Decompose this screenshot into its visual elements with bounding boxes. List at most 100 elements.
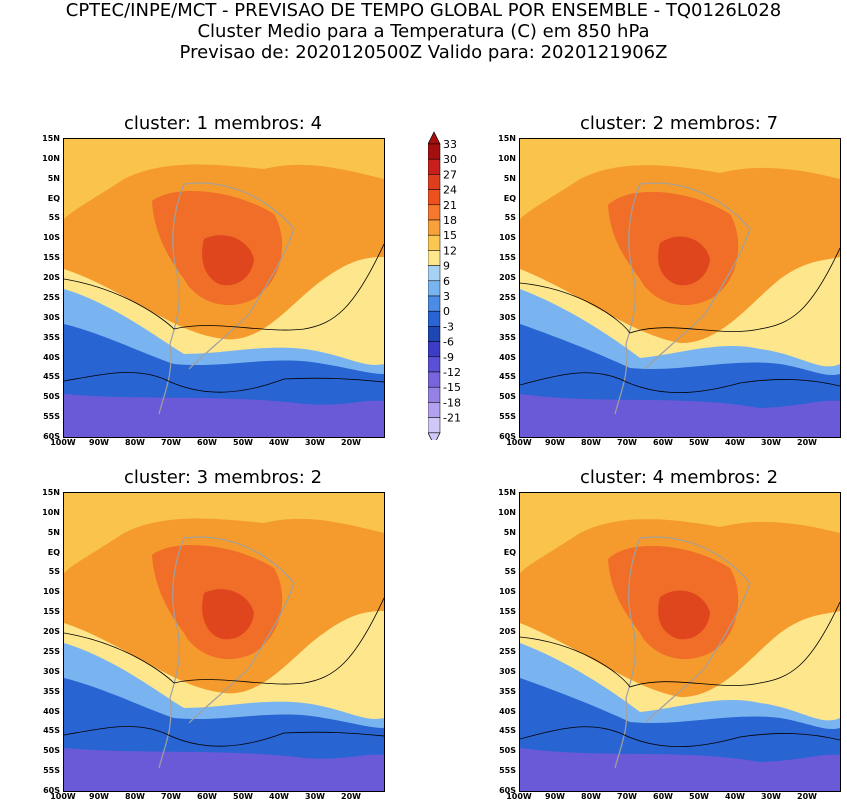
lon-tick-label: 60W bbox=[653, 792, 673, 801]
lat-tick-label: EQ bbox=[503, 193, 516, 203]
map-graphic bbox=[520, 139, 840, 437]
continent-outline bbox=[614, 183, 641, 415]
lat-tick-label: EQ bbox=[503, 547, 516, 557]
band-below-0 bbox=[520, 748, 840, 791]
colorbar-swatch bbox=[427, 219, 441, 236]
lat-tick-label: 5N bbox=[503, 527, 516, 537]
contour-0 bbox=[64, 726, 384, 747]
lat-tick-label: 20S bbox=[43, 273, 60, 283]
lat-tick-label: 25S bbox=[43, 646, 60, 656]
colorbar-swatch bbox=[427, 158, 441, 175]
band-below-0 bbox=[64, 748, 384, 791]
colorbar-label: 12 bbox=[443, 244, 457, 257]
lat-tick-label: 5S bbox=[48, 213, 60, 223]
colorbar-label: -9 bbox=[443, 351, 454, 364]
band-below-0 bbox=[64, 394, 384, 437]
lat-tick-label: 60S bbox=[43, 786, 60, 795]
lat-tick-label: 5N bbox=[47, 173, 60, 183]
lat-tick-label: 10N bbox=[498, 153, 516, 163]
lon-tick-label: 50W bbox=[689, 792, 709, 801]
colorbar-swatch bbox=[427, 386, 441, 403]
lon-tick-label: 90W bbox=[89, 438, 109, 447]
lat-tick-label: EQ bbox=[47, 547, 60, 557]
temperature-map bbox=[63, 138, 385, 438]
lat-tick-label: EQ bbox=[47, 193, 60, 203]
lat-tick-label: 55S bbox=[499, 766, 516, 776]
lat-tick-label: 15N bbox=[42, 134, 60, 143]
band-21-24 bbox=[202, 589, 254, 640]
chart-subtitle: Cluster Medio para a Temperatura (C) em … bbox=[197, 21, 650, 42]
temperature-map bbox=[63, 492, 385, 792]
lon-tick-label: 100W bbox=[506, 438, 532, 447]
band-12-15-north bbox=[64, 139, 384, 219]
colorbar-swatch bbox=[427, 326, 441, 342]
lat-tick-label: 60S bbox=[43, 432, 60, 441]
lon-tick-label: 100W bbox=[50, 438, 76, 447]
lon-tick-label: 80W bbox=[125, 792, 145, 801]
contour-12 bbox=[64, 597, 384, 685]
colorbar-bottom-arrow bbox=[427, 432, 441, 446]
colorbar-label: 3 bbox=[443, 290, 450, 303]
lat-tick-label: 60S bbox=[499, 432, 516, 441]
lon-tick-label: 40W bbox=[269, 792, 289, 801]
lat-tick-label: 30S bbox=[499, 312, 516, 322]
band-12-15-north bbox=[520, 493, 840, 573]
lat-tick-label: 55S bbox=[499, 412, 516, 422]
colorbar-label: 18 bbox=[443, 214, 457, 227]
lon-tick-label: 50W bbox=[233, 438, 253, 447]
lon-tick-label: 20W bbox=[797, 792, 817, 801]
contour-12 bbox=[520, 601, 840, 688]
lat-tick-label: 20S bbox=[43, 627, 60, 637]
colorbar-label: -6 bbox=[443, 336, 454, 349]
lat-tick-label: 10S bbox=[499, 233, 516, 243]
lat-tick-label: 15S bbox=[499, 607, 516, 617]
colorbar-label: 0 bbox=[443, 305, 450, 318]
colorbar-swatch bbox=[427, 265, 441, 282]
colorbar-swatch bbox=[427, 143, 441, 160]
colorbar-swatch bbox=[427, 417, 441, 434]
lon-tick-label: 30W bbox=[761, 438, 781, 447]
colorbar-label: -3 bbox=[443, 320, 454, 333]
band-21-24 bbox=[658, 236, 710, 286]
colorbar-label: 15 bbox=[443, 229, 457, 242]
lat-tick-label: 50S bbox=[43, 746, 60, 756]
lat-tick-label: 45S bbox=[499, 372, 516, 382]
contour-0 bbox=[520, 372, 840, 394]
colorbar-label: -18 bbox=[443, 396, 461, 409]
lon-tick-label: 30W bbox=[305, 438, 325, 447]
lat-tick-label: 15N bbox=[42, 488, 60, 497]
colorbar-swatch bbox=[427, 310, 441, 327]
lat-tick-label: 10N bbox=[498, 507, 516, 517]
lat-tick-label: 10S bbox=[43, 587, 60, 597]
lat-tick-label: 30S bbox=[43, 312, 60, 322]
panel-title: cluster: 2 membros: 7 bbox=[579, 113, 779, 134]
lon-tick-label: 70W bbox=[617, 438, 637, 447]
lat-tick-label: 15N bbox=[498, 134, 516, 143]
lon-tick-label: 80W bbox=[125, 438, 145, 447]
colorbar-swatch bbox=[427, 189, 441, 206]
band-21-24 bbox=[658, 590, 710, 640]
lon-tick-label: 50W bbox=[233, 792, 253, 801]
colorbar-swatch bbox=[427, 280, 441, 297]
lat-tick-label: 10N bbox=[42, 507, 60, 517]
lat-tick-label: 25S bbox=[43, 292, 60, 302]
map-graphic bbox=[520, 493, 840, 791]
lat-tick-label: 25S bbox=[499, 292, 516, 302]
chart-title: CPTEC/INPE/MCT - PREVISAO DE TEMPO GLOBA… bbox=[65, 0, 782, 21]
lon-tick-label: 70W bbox=[161, 792, 181, 801]
lat-tick-label: 20S bbox=[499, 273, 516, 283]
temperature-map bbox=[519, 138, 841, 438]
lon-tick-label: 90W bbox=[545, 792, 565, 801]
colorbar-swatch bbox=[427, 295, 441, 312]
colorbar-label: 27 bbox=[443, 168, 457, 181]
colorbar-label: 30 bbox=[443, 153, 457, 166]
lon-tick-label: 60W bbox=[197, 438, 217, 447]
lat-tick-label: 15N bbox=[498, 488, 516, 497]
colorbar-swatch bbox=[427, 234, 441, 251]
contour-0 bbox=[64, 372, 384, 393]
lat-tick-label: 5N bbox=[503, 173, 516, 183]
lat-tick-label: 30S bbox=[499, 666, 516, 676]
lat-tick-label: 35S bbox=[43, 686, 60, 696]
lat-tick-label: 40S bbox=[43, 706, 60, 716]
